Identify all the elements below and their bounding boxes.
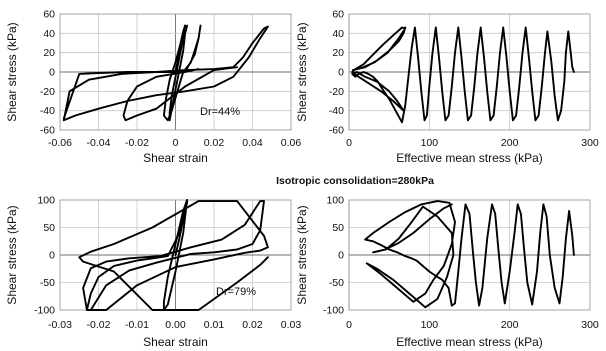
plot-frame: [348, 199, 591, 311]
y-tick-label: 100: [37, 195, 55, 207]
y-tick-label: 60: [43, 9, 55, 21]
x-tick-label: -0.03: [48, 319, 72, 331]
y-tick-label: 40: [43, 28, 55, 40]
y-axis-title: Shear stress (kPa): [295, 205, 309, 304]
y-axis-title: Shear stress (kPa): [5, 205, 19, 304]
y-tick-label: -40: [329, 105, 344, 117]
y-tick-label: -60: [40, 125, 55, 137]
x-axis-title: Effective mean stress (kPa): [396, 335, 543, 349]
y-tick-label: 50: [43, 222, 55, 234]
y-tick-label: 100: [326, 195, 344, 207]
y-tick-label: -100: [323, 305, 344, 317]
x-tick-label: -0.02: [125, 137, 149, 149]
x-tick-label: 0.01: [204, 319, 225, 331]
series-line-2: [122, 24, 239, 122]
y-tick-label: 20: [332, 47, 344, 59]
x-tick-label: 0: [346, 137, 352, 149]
x-tick-label: 0.02: [242, 319, 263, 331]
series-line-1: [351, 26, 575, 124]
panel-top-right: 0 100 200 300 -60 -40 -20 0 20 40 60 Effective mean…: [295, 9, 599, 166]
x-tick-label: -0.02: [87, 319, 111, 331]
y-tick-label: -20: [329, 86, 344, 98]
x-tick-label: 0.04: [242, 137, 263, 149]
y-axis-title: Shear stress (kPa): [5, 22, 19, 121]
panel-bottom-right: 0 100 200 300 -100 -50 0 50 100 Effective mean st…: [295, 195, 599, 350]
x-tick-label: 0.02: [204, 137, 225, 149]
x-axis-title: Effective mean stress (kPa): [396, 151, 543, 165]
plot-frame: [59, 13, 292, 131]
y-tick-label: -50: [329, 277, 344, 289]
x-tick-label: -0.06: [48, 137, 72, 149]
plot-frame: [348, 13, 591, 131]
x-tick-label: 200: [501, 319, 519, 331]
x-tick-label: 0: [346, 319, 352, 331]
y-tick-label: 0: [338, 250, 344, 262]
x-tick-label: -0.01: [125, 319, 149, 331]
x-tick-label: 300: [581, 319, 599, 331]
y-tick-label: 20: [43, 47, 55, 59]
y-tick-label: -20: [40, 86, 55, 98]
panel-top-left: -0.06 -0.04 -0.02 0 0.02 0.04 0.06 -60 -40 -20 0 20…: [5, 9, 301, 166]
x-tick-label: 0.00: [165, 319, 186, 331]
y-axis-title: Shear stress (kPa): [295, 22, 309, 121]
consolidation-caption: Isotropic consolidation=280kPa: [276, 175, 434, 187]
x-tick-label: 0: [173, 137, 179, 149]
density-annotation: Dr=79%: [216, 286, 256, 298]
y-tick-label: 60: [332, 9, 344, 21]
y-tick-label: 40: [332, 28, 344, 40]
density-annotation: Dr=44%: [200, 106, 240, 118]
y-tick-label: 0: [49, 250, 55, 262]
x-tick-label: 0.06: [281, 137, 302, 149]
y-tick-label: -100: [34, 305, 55, 317]
y-tick-label: 0: [338, 67, 344, 79]
x-tick-label: 100: [421, 319, 439, 331]
y-tick-label: -60: [329, 125, 344, 137]
series-line-2: [78, 199, 269, 311]
x-tick-label: 0.03: [281, 319, 302, 331]
y-tick-label: 50: [332, 222, 344, 234]
y-tick-label: 0: [49, 67, 55, 79]
x-tick-label: 200: [501, 137, 519, 149]
x-axis-title: Shear strain: [143, 335, 208, 349]
x-axis-title: Shear strain: [143, 151, 208, 165]
series-line-1: [364, 200, 575, 309]
x-tick-label: -0.04: [87, 137, 111, 149]
x-tick-label: 300: [581, 137, 599, 149]
y-tick-label: -50: [40, 277, 55, 289]
x-tick-label: 100: [421, 137, 439, 149]
y-tick-label: -40: [40, 105, 55, 117]
series-line-3: [62, 25, 269, 122]
panel-bottom-left: -0.03 -0.02 -0.01 0.00 0.01 0.02 0.03 -100 -50 0 5…: [5, 195, 301, 350]
